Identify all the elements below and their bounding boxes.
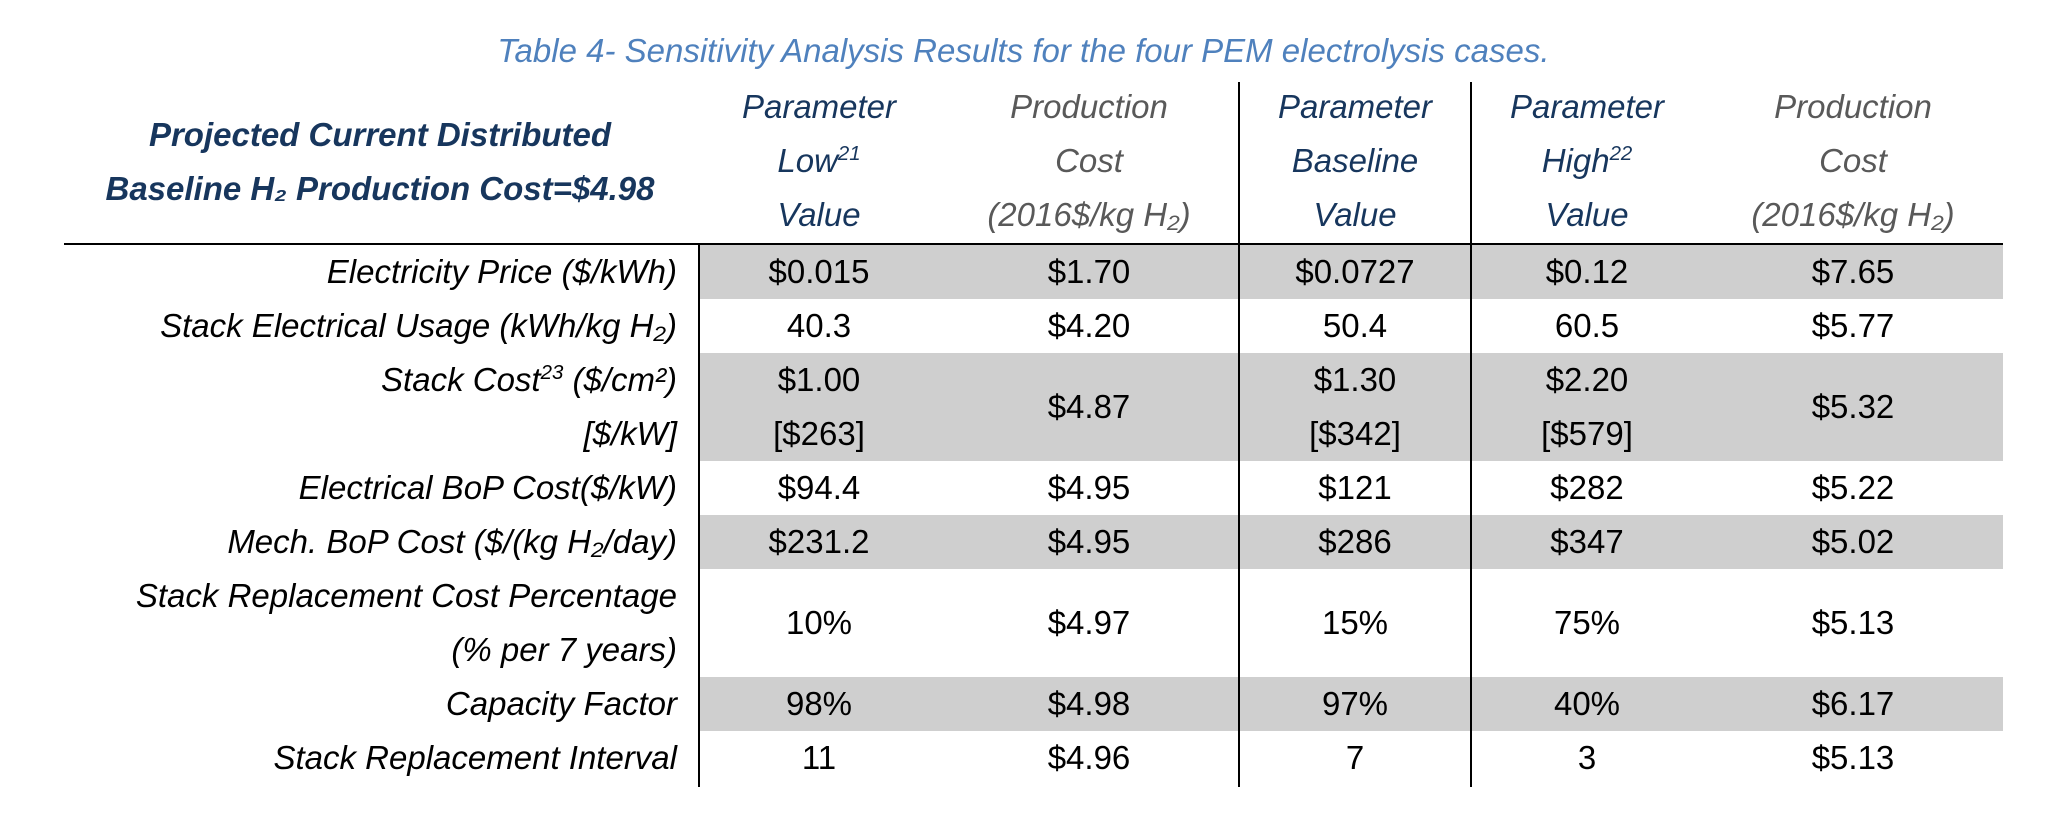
cell-cost-low: $4.98 xyxy=(1047,685,1131,722)
row-label: Capacity Factor xyxy=(445,685,677,722)
column-divider xyxy=(698,245,700,787)
cell-high: $347 xyxy=(1550,523,1624,560)
row-label: Electrical BoP Cost($/kW) xyxy=(298,469,677,506)
cell-baseline: $286 xyxy=(1318,523,1392,560)
col-header-low-line3: Value xyxy=(777,196,861,233)
cell-cost-low: $4.96 xyxy=(1047,739,1131,776)
cell-cost-high: $7.65 xyxy=(1811,253,1895,290)
col-header-high-line3: Value xyxy=(1545,196,1629,233)
cell-cost-low: $4.20 xyxy=(1047,307,1131,344)
header-title-line2: Baseline H₂ Production Cost=$4.98 xyxy=(105,170,655,207)
cell-cost-low: $4.95 xyxy=(1047,523,1131,560)
cell-low-line2: [$263] xyxy=(773,415,865,452)
col-header-high-line2: High22 xyxy=(1471,134,1703,188)
row-label-text: Stack Cost xyxy=(381,361,541,398)
col-header-low-word: Low xyxy=(777,142,838,179)
row-label: Stack Electrical Usage (kWh/kg H₂) xyxy=(160,307,677,344)
row-label: Stack Replacement Interval xyxy=(273,739,677,776)
header-title-line1: Projected Current Distributed xyxy=(148,116,612,153)
cell-high: $282 xyxy=(1550,469,1624,506)
col-header-baseline-line2: Baseline xyxy=(1291,142,1419,179)
cell-high: 3 xyxy=(1577,739,1597,776)
row-label: Electricity Price ($/kWh) xyxy=(326,253,677,290)
cell-baseline: $121 xyxy=(1318,469,1392,506)
col-header-baseline: Parameter Baseline Value xyxy=(1239,80,1471,242)
cell-low: $1.00 [$263] xyxy=(699,353,939,461)
cell-high: 75% xyxy=(1553,604,1621,641)
cell-high-line1: $2.20 xyxy=(1545,361,1629,398)
row-label-line2: (% per 7 years) xyxy=(451,631,677,668)
cell-baseline: $1.30 [$342] xyxy=(1239,353,1471,461)
row-label-line1: Stack Replacement Cost Percentage xyxy=(135,577,677,614)
col-header-cost-high-line1: Production xyxy=(1774,88,1932,125)
col-header-baseline-line3: Value xyxy=(1313,196,1397,233)
cell-baseline-line1: $1.30 xyxy=(1313,361,1397,398)
col-header-low: Parameter Low21 Value xyxy=(699,80,939,242)
col-header-cost-high-line2: Cost xyxy=(1819,142,1887,179)
cell-high-line2: [$579] xyxy=(1541,415,1633,452)
row-shading xyxy=(699,353,2003,461)
cell-cost-low: $4.95 xyxy=(1047,469,1131,506)
col-header-low-line1: Parameter xyxy=(741,88,897,125)
cell-low: 10% xyxy=(785,604,853,641)
cell-cost-high: $6.17 xyxy=(1811,685,1895,722)
cell-baseline: 7 xyxy=(1345,739,1365,776)
col-header-high-word: High xyxy=(1541,142,1610,179)
col-header-cost-low-line1: Production xyxy=(1010,88,1168,125)
cell-high: $2.20 [$579] xyxy=(1471,353,1703,461)
cell-low: $231.2 xyxy=(768,523,870,560)
footnote-ref: 23 xyxy=(540,361,564,384)
row-label-unit: ($/cm²) xyxy=(572,361,677,398)
col-header-high: Parameter High22 Value xyxy=(1471,80,1703,242)
header-divider xyxy=(64,243,2003,245)
row-label: Stack Replacement Cost Percentage (% per… xyxy=(60,569,677,677)
cell-cost-low: $1.70 xyxy=(1047,253,1131,290)
cell-low: $94.4 xyxy=(777,469,861,506)
row-label-line1: Stack Cost23 ($/cm²) xyxy=(60,353,677,407)
cell-high: 60.5 xyxy=(1554,307,1620,344)
cell-low: 11 xyxy=(801,739,837,776)
footnote-ref: 22 xyxy=(1609,142,1633,165)
cell-baseline: 50.4 xyxy=(1322,307,1388,344)
table-caption: Table 4- Sensitivity Analysis Results fo… xyxy=(497,32,1550,69)
cell-low-line1: $1.00 xyxy=(777,361,861,398)
cell-baseline: 97% xyxy=(1321,685,1389,722)
cell-low: 98% xyxy=(785,685,853,722)
footnote-ref: 21 xyxy=(837,142,861,165)
col-header-cost-low-line3: (2016$/kg H₂) xyxy=(987,196,1191,233)
col-header-low-line2: Low21 xyxy=(699,134,939,188)
cell-low: 40.3 xyxy=(786,307,852,344)
row-label-line2: [$/kW] xyxy=(583,415,677,452)
cell-cost-low: $4.97 xyxy=(1047,604,1131,641)
cell-cost-high: $5.77 xyxy=(1811,307,1895,344)
header-title: Projected Current Distributed Baseline H… xyxy=(60,108,700,216)
row-shading xyxy=(699,677,2003,731)
column-divider xyxy=(1238,82,1240,787)
cell-baseline: $0.0727 xyxy=(1295,253,1415,290)
cell-baseline-line2: [$342] xyxy=(1309,415,1401,452)
cell-cost-high: $5.32 xyxy=(1811,388,1895,425)
row-shading xyxy=(699,515,2003,569)
col-header-high-line1: Parameter xyxy=(1509,88,1665,125)
cell-low: $0.015 xyxy=(768,253,870,290)
row-label: Mech. BoP Cost ($/(kg H₂/day) xyxy=(227,523,677,560)
cell-cost-high: $5.13 xyxy=(1811,604,1895,641)
col-header-cost-low: Production Cost (2016$/kg H₂) xyxy=(939,80,1239,242)
cell-high: $0.12 xyxy=(1545,253,1629,290)
col-header-cost-high-line3: (2016$/kg H₂) xyxy=(1751,196,1955,233)
col-header-cost-high: Production Cost (2016$/kg H₂) xyxy=(1703,80,2003,242)
row-label: Stack Cost23 ($/cm²) [$/kW] xyxy=(60,353,677,461)
cell-cost-low: $4.87 xyxy=(1047,388,1131,425)
cell-baseline: 15% xyxy=(1321,604,1389,641)
row-shading xyxy=(699,245,2003,299)
col-header-cost-low-line2: Cost xyxy=(1055,142,1123,179)
col-header-baseline-line1: Parameter xyxy=(1277,88,1433,125)
cell-cost-high: $5.02 xyxy=(1811,523,1895,560)
cell-high: 40% xyxy=(1553,685,1621,722)
cell-cost-high: $5.22 xyxy=(1811,469,1895,506)
column-divider xyxy=(1470,82,1472,787)
cell-cost-high: $5.13 xyxy=(1811,739,1895,776)
